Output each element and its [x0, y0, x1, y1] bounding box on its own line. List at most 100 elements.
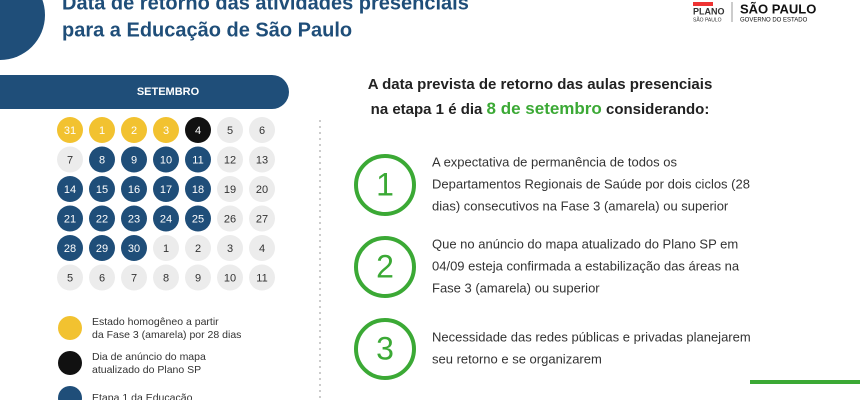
legend-text: da Fase 3 (amarela) por 28 dias	[92, 329, 241, 341]
day-label: 16	[128, 184, 140, 196]
day-label: 23	[128, 213, 140, 225]
day-label: 6	[99, 272, 105, 284]
day-marker	[121, 146, 147, 173]
day-label: 18	[192, 184, 204, 196]
day-label: 1	[99, 125, 105, 137]
day-label: 30	[128, 243, 140, 255]
day-label: 4	[195, 125, 201, 137]
item-circle	[354, 154, 416, 216]
day-marker	[217, 235, 243, 261]
day-label: 2	[131, 125, 137, 137]
day-marker	[185, 235, 211, 261]
day-marker	[121, 235, 147, 261]
day-label: 10	[160, 154, 172, 166]
legend-text: atualizado do Plano SP	[92, 364, 201, 376]
day-marker	[185, 146, 211, 173]
day-marker	[89, 235, 115, 261]
day-marker	[217, 205, 243, 232]
item-text: dias) consecutivos na Fase 3 (amarela) o…	[432, 198, 729, 213]
day-label: 8	[163, 272, 169, 284]
day-label: 5	[67, 272, 73, 284]
day-label: 14	[64, 184, 76, 196]
day-label: 5	[227, 125, 233, 137]
day-label: 7	[67, 154, 73, 166]
day-marker	[249, 235, 275, 261]
month-label: SETEMBRO	[137, 86, 200, 98]
day-marker	[89, 117, 115, 143]
day-label: 6	[259, 125, 265, 137]
day-marker	[153, 117, 179, 143]
day-marker	[121, 264, 147, 291]
day-label: 1	[163, 243, 169, 255]
legend-text: Estado homogêneo a partir	[92, 316, 219, 328]
day-marker	[57, 264, 83, 291]
item-number: 3	[376, 330, 394, 366]
day-label: 25	[192, 213, 204, 225]
day-marker	[217, 264, 243, 291]
item-text: seu retorno e se organizarem	[432, 351, 602, 366]
day-marker	[57, 205, 83, 232]
legend-text: Dia de anúncio do mapa	[92, 351, 206, 363]
day-label: 21	[64, 213, 76, 225]
logo-text: SÃO PAULO	[740, 1, 816, 16]
day-marker	[89, 264, 115, 291]
day-marker	[153, 205, 179, 232]
logo-bar	[693, 2, 713, 6]
item-text: Que no anúncio do mapa atualizado do Pla…	[432, 236, 738, 251]
day-marker	[249, 146, 275, 173]
day-label: 4	[259, 243, 265, 255]
day-label: 11	[256, 272, 267, 284]
item-text: A expectativa de permanência de todos os	[432, 154, 677, 169]
day-label: 29	[96, 243, 108, 255]
day-label: 11	[192, 154, 203, 166]
day-label: 9	[131, 154, 137, 166]
day-marker	[217, 176, 243, 202]
item-circle	[354, 236, 416, 298]
accent-line	[750, 380, 860, 384]
day-label: 31	[64, 125, 76, 137]
title: Data de retorno das atividades presencia…	[62, 0, 469, 14]
intro-text: considerando:	[602, 101, 710, 118]
day-label: 15	[96, 184, 108, 196]
legend-swatch	[58, 351, 82, 375]
day-label: 3	[163, 125, 169, 137]
legend-swatch	[58, 386, 82, 400]
day-label: 17	[160, 184, 172, 196]
day-marker	[153, 146, 179, 173]
intro-text: na etapa 1 é dia	[371, 101, 487, 118]
logo-text: PLANO	[693, 6, 725, 16]
day-marker	[217, 117, 243, 143]
day-label: 28	[64, 243, 76, 255]
day-marker	[249, 264, 275, 291]
day-marker	[249, 176, 275, 202]
day-label: 10	[224, 272, 236, 284]
day-marker	[153, 235, 179, 261]
month-bar	[0, 75, 289, 109]
day-marker	[185, 205, 211, 232]
day-label: 8	[99, 154, 105, 166]
day-marker	[217, 146, 243, 173]
logo-text: GOVERNO DO ESTADO	[740, 18, 808, 24]
day-marker	[121, 117, 147, 143]
day-label: 13	[256, 154, 268, 166]
day-marker	[121, 205, 147, 232]
day-label: 2	[195, 243, 201, 255]
day-label: 22	[96, 213, 108, 225]
day-marker	[89, 176, 115, 202]
day-marker	[121, 176, 147, 202]
day-label: 20	[256, 184, 268, 196]
day-label: 27	[256, 213, 268, 225]
day-marker	[57, 146, 83, 173]
item-number: 2	[376, 248, 394, 284]
intro-highlight: 8 de setembro	[487, 99, 602, 118]
day-marker	[249, 205, 275, 232]
day-label: 24	[160, 213, 172, 225]
day-marker	[89, 146, 115, 173]
title: para a Educação de São Paulo	[62, 19, 352, 41]
item-text: 04/09 esteja confirmada a estabilização …	[432, 258, 740, 273]
day-marker	[185, 264, 211, 291]
logo-text: SÃO PAULO	[693, 16, 722, 23]
day-label: 26	[224, 213, 236, 225]
corner-shape	[0, 0, 45, 60]
